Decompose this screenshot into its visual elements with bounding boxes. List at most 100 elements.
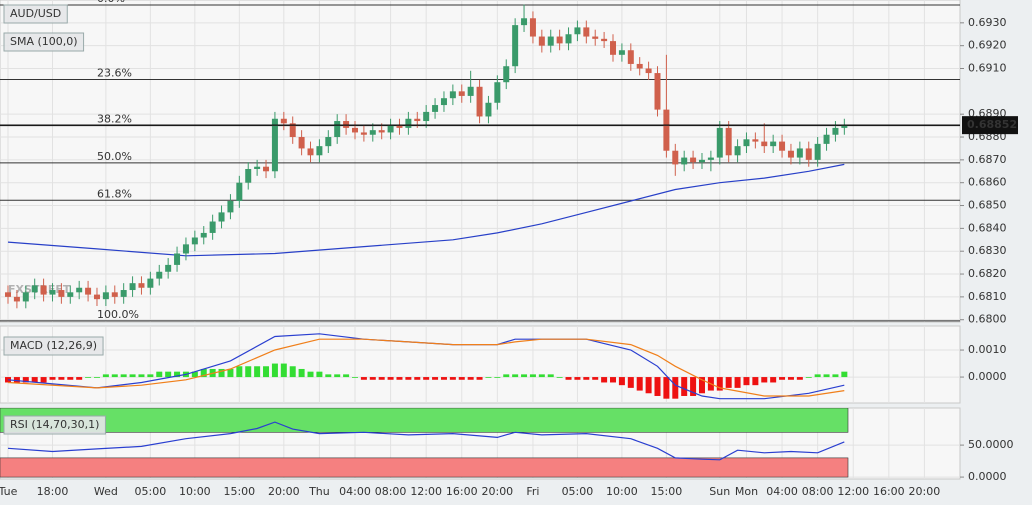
histogram-bar — [698, 377, 705, 394]
candle-body — [636, 63, 643, 69]
panel-label-box — [3, 32, 85, 52]
y-tick-label: 0.6870 — [968, 153, 1007, 166]
histogram-bar — [672, 377, 679, 399]
y-tick-label: 0.0010 — [968, 343, 1007, 356]
candle-body — [58, 290, 65, 297]
x-tick-label: Sun — [709, 485, 730, 498]
candle-body — [814, 143, 821, 160]
candle-body — [67, 292, 74, 297]
histogram-bar — [102, 374, 109, 378]
fibonacci-label: 23.6% — [97, 66, 132, 79]
histogram-bar — [449, 377, 456, 380]
candle-body — [325, 137, 332, 147]
y-tick-label: 50.0000 — [968, 438, 1014, 451]
candle-body — [174, 253, 181, 265]
histogram-bar — [610, 377, 617, 383]
x-tick-label: 12:00 — [410, 485, 442, 498]
histogram-bar — [770, 377, 777, 383]
candle-body — [805, 148, 812, 160]
candle-body — [414, 118, 421, 122]
histogram-bar — [796, 377, 803, 380]
histogram-bar — [467, 377, 474, 380]
histogram-bar — [156, 371, 163, 378]
x-tick-label: Thu — [308, 485, 330, 498]
candle-body — [76, 287, 83, 293]
candle-body — [574, 27, 581, 35]
x-tick-label: 15:00 — [651, 485, 683, 498]
histogram-bar — [227, 368, 234, 378]
candle-body — [725, 127, 732, 156]
candle-body — [227, 200, 234, 213]
histogram-bar — [592, 377, 599, 380]
overbought-zone — [0, 408, 849, 433]
candle-body — [218, 212, 225, 222]
histogram-bar — [360, 377, 367, 380]
histogram-bar — [752, 377, 759, 386]
x-tick-label: 15:00 — [223, 485, 255, 498]
y-tick-label: 0.0000 — [968, 370, 1007, 383]
candle-body — [236, 182, 243, 201]
x-tick-label: 05:00 — [135, 485, 167, 498]
candle-body — [289, 123, 296, 138]
histogram-bar — [191, 371, 198, 378]
histogram-bar — [49, 377, 56, 380]
histogram-bar — [289, 366, 296, 378]
histogram-bar — [645, 377, 652, 394]
histogram-bar — [529, 374, 536, 378]
candle-body — [734, 146, 741, 156]
histogram-bar — [503, 374, 510, 378]
histogram-bar — [316, 371, 323, 378]
candle-body — [387, 125, 394, 133]
candle-body — [512, 25, 519, 67]
histogram-bar — [779, 377, 786, 380]
candle-body — [672, 150, 679, 165]
candle-body — [40, 285, 47, 295]
histogram-bar — [351, 377, 358, 378]
candle-body — [254, 166, 261, 169]
y-tick-label: 0.6910 — [968, 62, 1007, 75]
x-tick-label: 18:00 — [37, 485, 69, 498]
histogram-bar — [85, 377, 92, 378]
candle-body — [102, 292, 109, 300]
y-tick-label: 0.6920 — [968, 39, 1007, 52]
histogram-bar — [521, 374, 528, 378]
x-tick-label: 08:00 — [802, 485, 834, 498]
candle-body — [610, 41, 617, 55]
fibonacci-label: 61.8% — [97, 187, 132, 200]
candle-body — [841, 125, 848, 128]
histogram-bar — [111, 374, 118, 378]
histogram-bar — [458, 377, 465, 380]
histogram-bar — [298, 368, 305, 378]
candle-body — [245, 168, 252, 183]
panel — [0, 408, 960, 479]
x-tick-label: 08:00 — [375, 485, 407, 498]
candle-body — [752, 139, 759, 142]
panel-background — [0, 325, 961, 404]
candle-body — [129, 283, 136, 291]
macd-line — [7, 338, 845, 397]
candle-body — [743, 139, 750, 147]
candle-body — [165, 264, 172, 272]
histogram-bar — [814, 374, 821, 378]
histogram-bar — [681, 377, 688, 396]
candle-body — [423, 111, 430, 122]
candle-body — [583, 27, 590, 37]
candle-body — [298, 137, 305, 149]
x-tick-label: Tue — [0, 485, 18, 498]
histogram-bar — [414, 377, 421, 380]
histogram-bar — [583, 377, 590, 380]
candle-body — [334, 121, 341, 138]
histogram-bar — [254, 366, 261, 378]
last-price-box — [962, 116, 1018, 135]
candle-body — [182, 244, 189, 254]
histogram-bar — [547, 374, 554, 378]
fibonacci-label: 100.0% — [97, 308, 139, 321]
histogram-bar — [432, 377, 439, 380]
candle-body — [209, 221, 216, 233]
histogram-bar — [743, 377, 750, 386]
histogram-bar — [174, 371, 181, 378]
histogram-bar — [200, 368, 207, 378]
candle-body — [458, 91, 465, 96]
histogram-bar — [31, 377, 38, 383]
